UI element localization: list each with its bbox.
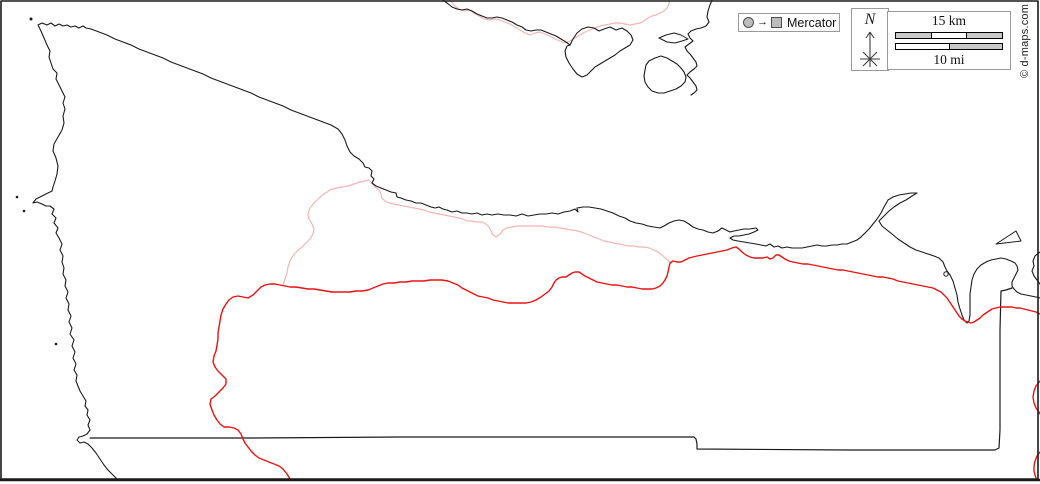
scale-bar-segment-white	[896, 44, 949, 49]
compass-box: N	[851, 8, 889, 71]
compass-north-label: N	[864, 11, 876, 28]
pink-boundary-strait	[449, 0, 671, 44]
red-boundary-edge-lower	[1033, 451, 1040, 479]
coastline-main	[32, 22, 1040, 481]
scale-bar-segment-gray	[948, 44, 1002, 49]
coastline-strait-north-east	[684, 0, 713, 96]
pink-boundary-inner	[282, 179, 671, 286]
islet-west-2	[22, 209, 26, 213]
projection-circle-icon	[743, 17, 754, 28]
island-spit-outline	[658, 32, 689, 44]
red-boundary-edge-upper	[1032, 380, 1040, 415]
county-boundary-south	[89, 287, 1013, 451]
coastline-strait-north-west	[442, 0, 571, 46]
scale-mi-bar	[895, 43, 1003, 50]
projection-label: Mercator	[787, 15, 837, 30]
projection-square-icon	[771, 17, 782, 28]
islet-west-3	[54, 342, 58, 346]
scale-km-bar	[895, 32, 1003, 39]
scale-km-label: 15 km	[931, 13, 967, 28]
scale-bar-segment-gray	[896, 33, 931, 38]
pond-east	[943, 271, 949, 277]
copyright-text: © d-maps.com	[1019, 3, 1031, 78]
island-west-outline	[564, 26, 634, 78]
islet-west-1	[15, 195, 19, 199]
projection-legend: → Mercator	[738, 13, 840, 32]
islet-cape-nw	[29, 17, 33, 21]
scale-bar-segment-white	[930, 33, 967, 38]
scale-bar-segment-gray	[966, 33, 1003, 38]
island-triangle-outline	[995, 230, 1022, 245]
red-boundary-main	[209, 246, 1040, 480]
scale-box: 15 km 10 mi	[887, 11, 1011, 70]
island-east-outline	[643, 55, 687, 94]
scale-mi-label: 10 mi	[933, 52, 965, 67]
compass-needle-icon	[860, 31, 880, 67]
coastline-right-edge	[1031, 251, 1040, 285]
projection-arrow-icon: →	[757, 16, 768, 28]
